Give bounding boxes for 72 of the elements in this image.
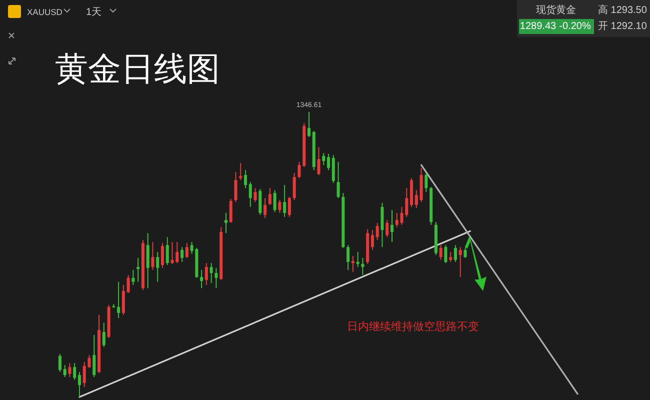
candlestick [151,241,154,270]
candlestick [156,251,160,282]
candlestick [273,190,276,213]
candlestick [92,334,96,378]
candlestick [204,262,208,286]
candlestick [332,154,335,184]
candlestick [224,212,228,234]
candlestick [386,220,389,238]
candlestick [200,269,204,289]
candlestick [63,364,66,378]
candlestick [322,152,326,166]
text: 现货黄金 [536,4,576,16]
candlestick [229,198,232,224]
candlestick [210,262,213,284]
candlestick [239,162,242,181]
candlestick [102,322,106,348]
candlestick [307,112,310,138]
candlestick [132,269,135,286]
candlestick [390,210,394,242]
candlestick [258,188,262,216]
candlestick [380,202,384,248]
candlestick [351,255,354,272]
candlestick [288,196,291,218]
chart-title: 黄金日线图 [55,50,220,87]
candlestick [214,267,218,289]
candlestick [278,200,282,214]
candlestick [454,244,457,262]
candlestick [370,229,374,250]
candlestick [283,184,286,218]
text: 1289.43 [520,21,557,32]
candlestick [458,246,462,278]
text: 1天 [86,7,102,18]
candlestick [146,232,150,289]
candlestick [327,153,330,171]
candlestick [444,244,448,264]
candlestick [264,198,267,219]
candlestick [160,242,164,268]
text: XAUUSD [27,7,62,17]
candlestick [185,242,188,258]
text: -0.20% [559,21,591,32]
candlestick [117,281,120,319]
candlestick [78,371,81,398]
candlestick [424,172,428,193]
candlestick [356,251,360,268]
candlestick [395,212,398,228]
candlestick [439,244,442,260]
candlestick [73,362,76,380]
candlestick [292,172,296,201]
candlestick [336,161,340,199]
candlestick [414,190,418,209]
candlestick [361,257,364,276]
candlestick [234,172,238,203]
candlestick [244,170,248,189]
candlestick [317,146,320,176]
candlestick [346,244,350,270]
candlestick [180,246,184,262]
annotation: 日内继续维持做空思路不变 [347,320,479,333]
candlestick [268,188,272,206]
candlestick [449,251,452,262]
candlestick [376,222,379,240]
candlestick [254,188,257,203]
text: 开 1292.10 [598,21,648,32]
candlestick [68,362,72,378]
candlestick [464,247,467,258]
candlestick [58,353,62,372]
text: 高 1293.50 [598,4,648,16]
candlestick [136,257,140,282]
candlestick [166,236,169,266]
candlestick [298,161,301,179]
candlestick [122,284,125,316]
candlestick [126,274,130,294]
candlestick [248,182,252,208]
